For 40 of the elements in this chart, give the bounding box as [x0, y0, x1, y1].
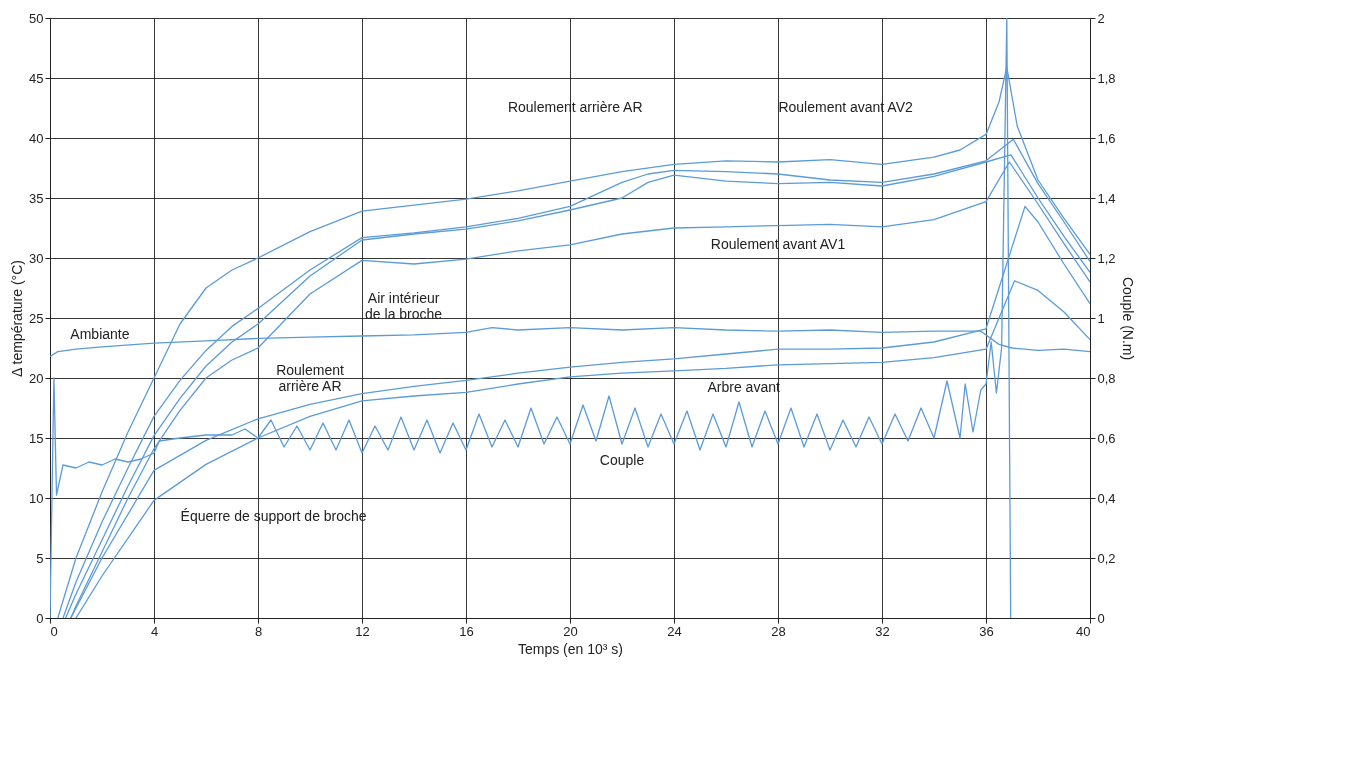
- y-tick-label: 50: [29, 10, 44, 26]
- y-tick-label: 30: [29, 250, 44, 266]
- y-axis-title: Δ température (°C): [9, 260, 26, 377]
- x-tick-label: 40: [1076, 623, 1091, 639]
- x-tick-label: 20: [563, 623, 578, 639]
- y-tick-label: 0: [36, 610, 44, 626]
- annotation: Ambiante: [70, 325, 130, 342]
- y2-tick-label: 2: [1097, 10, 1105, 26]
- x-tick-label: 12: [355, 623, 370, 639]
- y2-tick-label: 0,2: [1097, 550, 1116, 566]
- y-tick-label: 10: [29, 490, 44, 506]
- y-tick-label: 40: [29, 130, 44, 146]
- x-tick-label: 32: [875, 623, 890, 639]
- y2-tick-label: 0,8: [1097, 370, 1116, 386]
- x-tick-label: 24: [667, 623, 682, 639]
- y2-tick-label: 0: [1097, 610, 1105, 626]
- y-tick-label: 15: [29, 430, 44, 446]
- annotation: Roulement arrière AR: [276, 361, 344, 394]
- x-tick-label: 28: [771, 623, 786, 639]
- x-tick-label: 8: [254, 623, 263, 639]
- x-tick-label: 16: [459, 623, 474, 639]
- annotation: Air intérieur de la broche: [365, 289, 443, 322]
- y2-tick-label: 1,4: [1097, 190, 1116, 206]
- x-axis-title: Temps (en 10³ s): [517, 640, 624, 657]
- y-tick-label: 5: [36, 550, 44, 566]
- y-tick-label: 20: [29, 370, 44, 386]
- y2-axis-title: Couple (N.m): [1119, 276, 1136, 361]
- y2-tick-label: 1,2: [1097, 250, 1116, 266]
- y-tick-label: 45: [29, 70, 44, 86]
- x-tick-label: 4: [150, 623, 159, 639]
- y2-tick-label: 1,8: [1097, 70, 1116, 86]
- x-tick-label: 36: [979, 623, 994, 639]
- y2-tick-label: 1,6: [1097, 130, 1116, 146]
- y2-tick-label: 1: [1097, 310, 1105, 326]
- y2-tick-label: 0,6: [1097, 430, 1116, 446]
- annotation: Couple: [599, 451, 645, 468]
- y2-tick-label: 0,4: [1097, 490, 1116, 506]
- x-tick-label: 0: [50, 623, 58, 639]
- y-tick-label: 35: [29, 190, 44, 206]
- y-tick-label: 25: [29, 310, 44, 326]
